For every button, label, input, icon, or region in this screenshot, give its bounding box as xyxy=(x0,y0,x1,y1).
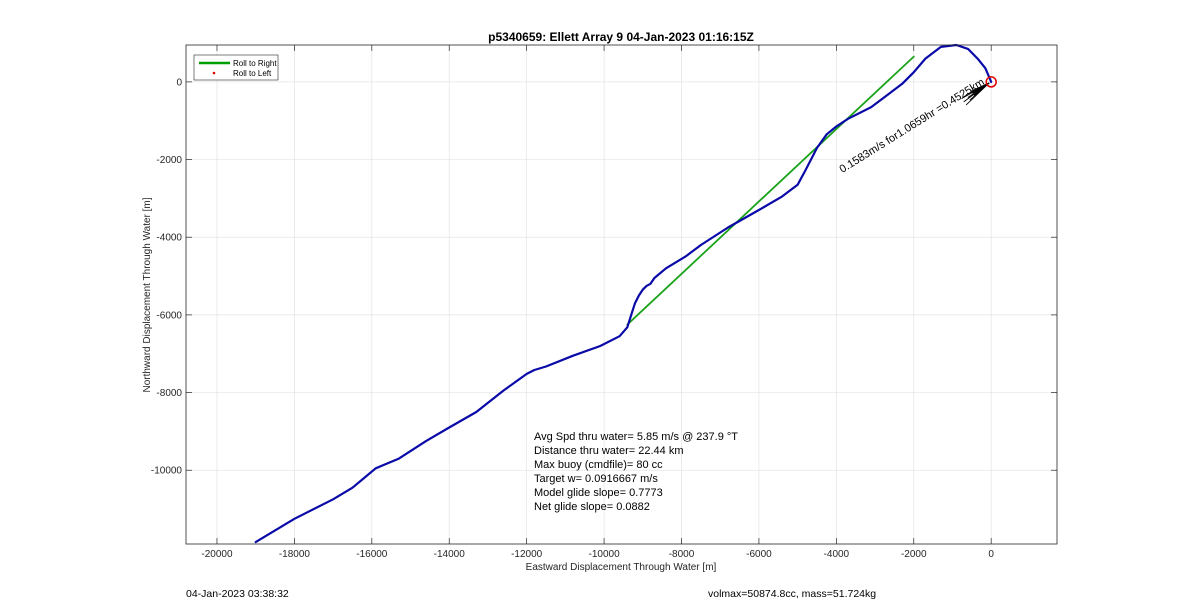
y-tick-label: 0 xyxy=(176,77,182,88)
stats-annotation: Avg Spd thru water= 5.85 m/s @ 237.9 °T … xyxy=(534,431,738,513)
avg-speed-text: Avg Spd thru water= 5.85 m/s @ 237.9 °T xyxy=(534,431,738,443)
model-glide-text: Model glide slope= 0.7773 xyxy=(534,487,663,499)
x-tick-label: -6000 xyxy=(746,549,772,560)
axis-ticks: -20000 -18000 -16000 -14000 -12000 -10000 -800… xyxy=(151,45,1057,560)
surface-marker xyxy=(985,76,997,88)
plot-frame xyxy=(185,44,1058,545)
x-tick-label: -4000 xyxy=(824,549,850,560)
y-tick-label: -6000 xyxy=(156,310,182,321)
distance-text: Distance thru water= 22.44 km xyxy=(534,445,684,457)
legend-box xyxy=(193,54,279,81)
series-line-roll-right xyxy=(626,55,915,326)
target-w-text: Target w= 0.0916667 m/s xyxy=(534,473,658,485)
x-tick-label: -10000 xyxy=(589,549,621,560)
plot-area xyxy=(186,45,1057,544)
y-tick-label: -2000 xyxy=(156,155,182,166)
legend-label-roll-left: Roll to Left xyxy=(233,69,272,78)
y-tick-label: -10000 xyxy=(151,466,183,477)
x-axis-label: Eastward Displacement Through Water [m] xyxy=(526,562,717,573)
x-tick-label: -8000 xyxy=(669,549,695,560)
max-buoy-text: Max buoy (cmdfile)= 80 cc xyxy=(534,459,663,471)
legend-label-roll-right: Roll to Right xyxy=(233,59,277,68)
y-axis-label: Northward Displacement Through Water [m] xyxy=(142,197,153,392)
legend-dot-roll-left xyxy=(212,71,216,75)
chart-title: p5340659: Ellett Array 9 04-Jan-2023 01:… xyxy=(488,30,754,44)
y-tick-label: -4000 xyxy=(156,233,182,244)
arrow-shaft xyxy=(965,82,990,106)
x-tick-label: -12000 xyxy=(511,549,543,560)
y-tick-label: -8000 xyxy=(156,388,182,399)
arrow-cluster xyxy=(961,76,997,106)
x-tick-label: -16000 xyxy=(356,549,388,560)
legend: Roll to Right Roll to Left xyxy=(193,54,279,81)
footer-timestamp: 04-Jan-2023 03:38:32 xyxy=(186,588,289,600)
series-line-track xyxy=(254,43,993,544)
net-glide-text: Net glide slope= 0.0882 xyxy=(534,501,650,513)
series-layer xyxy=(254,43,993,544)
x-tick-label: -14000 xyxy=(434,549,466,560)
x-tick-label: -20000 xyxy=(201,549,233,560)
footer-vol-mass: volmax=50874.8cc, mass=51.724kg xyxy=(708,588,877,600)
x-tick-label: -2000 xyxy=(901,549,927,560)
x-tick-label: 0 xyxy=(988,549,994,560)
x-tick-label: -18000 xyxy=(279,549,311,560)
